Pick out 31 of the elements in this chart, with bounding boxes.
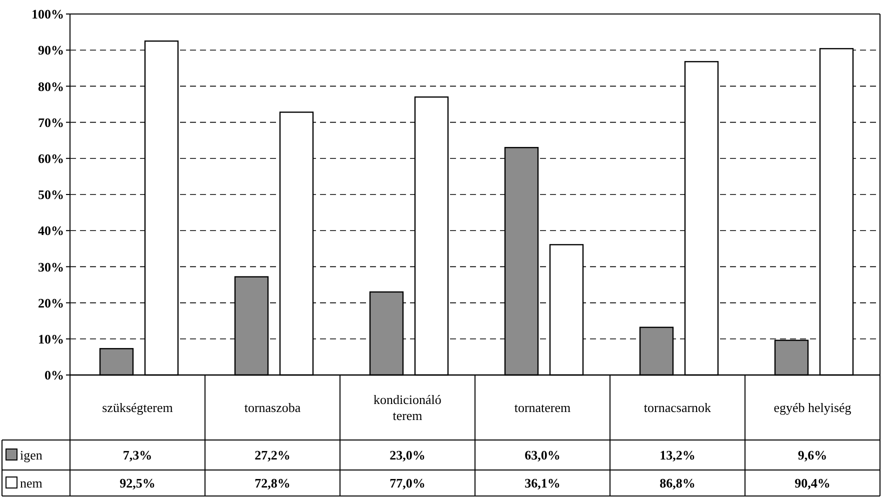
x-tick-label: szükségterem [102,400,173,416]
y-tick-label: 60% [38,150,64,166]
y-tick-label: 50% [38,187,64,202]
x-tick-label: egyéb helyiség [774,400,852,416]
y-tick-label: 80% [38,78,64,94]
data-label: 86,8% [660,476,696,491]
x-tick-label: tornaterem [514,400,571,416]
data-label: 72,8% [254,476,290,491]
x-tick-label: tornacsarnok [644,400,712,416]
data-label: 7,3% [122,448,152,463]
data-label: 92,5% [120,476,156,491]
y-tick-label: 40% [38,223,64,238]
data-label: 13,2% [660,448,696,463]
legend-label: nem [20,476,42,491]
data-label: 9,6% [798,448,828,463]
y-tick-label: 20% [38,295,64,310]
y-tick-label: 0% [44,368,64,383]
data-label: 90,4% [794,476,830,491]
y-tick-label: 100% [32,6,64,22]
y-tick-label: 30% [38,259,64,274]
y-tick-label: 10% [38,331,64,346]
data-label: 27,2% [254,448,290,463]
x-tick-label: kondicionáló terem [374,392,442,424]
data-label: 63,0% [524,448,560,463]
data-label: 23,0% [390,448,426,463]
y-tick-label: 70% [38,114,64,130]
x-tick-label: tornaszoba [244,400,301,416]
data-label: 77,0% [390,476,426,491]
legend-label: igen [20,448,43,463]
data-label: 36,1% [524,476,560,491]
y-tick-label: 90% [38,42,64,58]
